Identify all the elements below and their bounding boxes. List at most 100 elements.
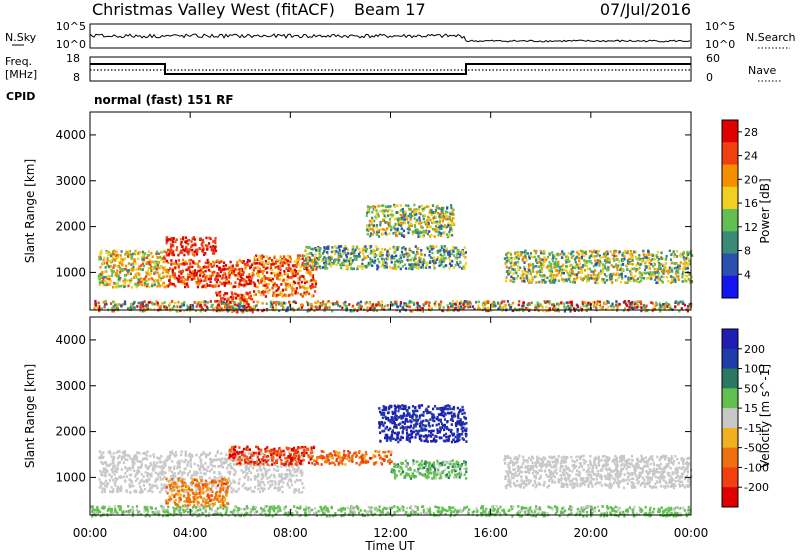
cell-velocity_ms xyxy=(160,470,163,474)
cell-power_db xyxy=(547,264,550,267)
cell-power_db xyxy=(199,272,202,276)
cell-power_db xyxy=(119,266,122,270)
cell-velocity_ms xyxy=(186,473,189,477)
cell-power_db xyxy=(381,253,384,257)
cell-velocity_ms xyxy=(125,490,128,493)
cell-power_db xyxy=(601,305,604,309)
cell-power_db xyxy=(410,250,413,253)
cell-power_db xyxy=(378,253,381,256)
cell-velocity_ms xyxy=(161,473,164,476)
cell-power_db xyxy=(654,307,657,311)
cell-power_db xyxy=(331,263,334,266)
cell-power_db xyxy=(285,284,288,288)
cell-power_db xyxy=(562,280,565,283)
cell-power_db xyxy=(552,256,555,259)
cell-velocity_ms xyxy=(100,473,103,476)
cell-power_db xyxy=(617,304,620,307)
cell-velocity_ms xyxy=(190,474,193,478)
cell-power_db xyxy=(583,254,586,258)
cell-power_db xyxy=(386,304,389,307)
cell-power_db xyxy=(382,261,385,264)
cell-power_db xyxy=(374,259,377,263)
cell-power_db xyxy=(268,288,271,292)
cell-power_db xyxy=(601,269,604,272)
cell-power_db xyxy=(98,273,101,276)
cell-power_db xyxy=(156,301,159,305)
cell-power_db xyxy=(206,261,209,265)
cell-power_db xyxy=(561,271,564,275)
cell-power_db xyxy=(543,256,546,259)
cell-power_db xyxy=(557,260,560,264)
cell-velocity_ms xyxy=(209,458,212,462)
cell-power_db xyxy=(127,271,130,274)
cell-velocity_ms xyxy=(186,463,189,466)
cell-power_db xyxy=(440,300,443,304)
cell-velocity_ms xyxy=(278,473,281,476)
cell-power_db xyxy=(148,262,151,266)
cell-power_db xyxy=(311,258,314,262)
cell-power_db xyxy=(385,262,388,265)
cell-power_db xyxy=(569,304,572,308)
cell-power_db xyxy=(588,267,592,271)
cell-power_db xyxy=(505,256,508,259)
power-data xyxy=(93,203,694,314)
cell-power_db xyxy=(103,300,106,304)
cell-power_db xyxy=(168,307,172,311)
cell-power_db xyxy=(377,214,380,218)
cell-power_db xyxy=(172,253,175,257)
cell-power_db xyxy=(362,254,365,258)
cell-power_db xyxy=(393,246,396,249)
cell-power_db xyxy=(456,253,459,256)
cell-power_db xyxy=(389,205,392,208)
cell-power_db xyxy=(419,306,422,310)
cell-power_db xyxy=(187,306,190,309)
cell-power_db xyxy=(209,262,213,266)
cell-velocity_ms xyxy=(132,484,135,488)
cell-power_db xyxy=(672,250,675,253)
cell-power_db xyxy=(277,288,280,291)
cell-power_db xyxy=(594,259,597,262)
cell-power_db xyxy=(642,249,645,253)
cell-power_db xyxy=(548,302,551,305)
cell-velocity_ms xyxy=(190,483,193,487)
cell-power_db xyxy=(629,270,632,273)
cell-power_db xyxy=(535,306,538,309)
cell-velocity_ms xyxy=(225,457,229,461)
cell-power_db xyxy=(105,251,108,254)
cell-velocity_ms xyxy=(207,465,210,469)
cell-power_db xyxy=(261,302,264,305)
cell-power_db xyxy=(296,260,299,264)
cell-power_db xyxy=(99,255,102,259)
cell-power_db xyxy=(451,259,454,263)
cell-power_db xyxy=(628,257,631,261)
cell-power_db xyxy=(197,269,200,273)
cell-power_db xyxy=(416,304,419,307)
cell-power_db xyxy=(551,251,554,254)
cell-power_db xyxy=(363,246,366,249)
cell-power_db xyxy=(682,251,685,254)
cell-power_db xyxy=(443,231,446,234)
cell-velocity_ms xyxy=(228,479,231,483)
cell-power_db xyxy=(610,264,613,267)
cell-power_db xyxy=(674,272,677,275)
cell-power_db xyxy=(418,231,421,234)
cell-power_db xyxy=(564,255,567,258)
cell-power_db xyxy=(102,278,105,281)
cell-power_db xyxy=(477,304,480,308)
cell-power_db xyxy=(299,286,302,289)
cell-power_db xyxy=(368,206,371,209)
cell-power_db xyxy=(287,255,290,258)
cell-power_db xyxy=(251,310,254,314)
cell-power_db xyxy=(607,305,610,309)
cell-power_db xyxy=(645,254,648,257)
cell-power_db xyxy=(392,232,395,235)
cell-power_db xyxy=(103,256,106,260)
cell-power_db xyxy=(366,211,369,215)
cell-power_db xyxy=(423,253,426,257)
cell-power_db xyxy=(504,279,508,283)
cell-power_db xyxy=(384,232,387,235)
cell-power_db xyxy=(540,275,543,278)
cell-power_db xyxy=(584,275,588,279)
cell-power_db xyxy=(530,255,533,259)
